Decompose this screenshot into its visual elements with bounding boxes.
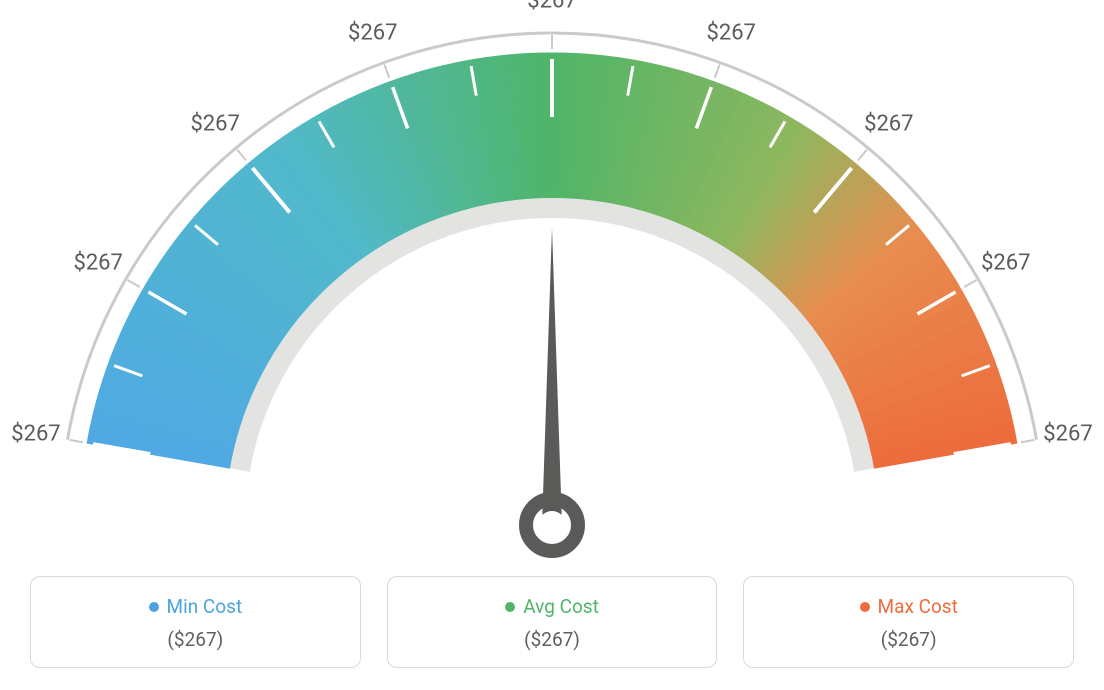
max-cost-title: Max Cost xyxy=(860,595,958,618)
gauge-tick-label: $267 xyxy=(1043,422,1092,447)
min-cost-title: Min Cost xyxy=(149,595,243,618)
max-cost-dot-icon xyxy=(860,602,870,612)
min-cost-card: Min Cost ($267) xyxy=(30,576,361,668)
min-cost-value: ($267) xyxy=(51,628,340,651)
avg-cost-value: ($267) xyxy=(408,628,697,651)
gauge-tick-label: $267 xyxy=(706,20,755,45)
legend-cards: Min Cost ($267) Avg Cost ($267) Max Cost… xyxy=(30,576,1074,668)
gauge-tick-label: $267 xyxy=(981,251,1030,276)
avg-cost-title: Avg Cost xyxy=(505,595,599,618)
min-cost-dot-icon xyxy=(149,602,159,612)
gauge-tick-label: $267 xyxy=(527,0,576,14)
gauge-tick-label: $267 xyxy=(11,422,60,447)
gauge-tick-label: $267 xyxy=(348,20,397,45)
max-cost-card: Max Cost ($267) xyxy=(743,576,1074,668)
gauge-chart: $267 $267 $267 $267 $267 $267 $267 $267 $267 xyxy=(0,0,1104,560)
min-cost-label: Min Cost xyxy=(167,595,243,618)
gauge-tick-label: $267 xyxy=(73,251,122,276)
gauge-tick-label: $267 xyxy=(864,111,913,136)
avg-cost-card: Avg Cost ($267) xyxy=(387,576,718,668)
max-cost-value: ($267) xyxy=(764,628,1053,651)
gauge-tick-label: $267 xyxy=(190,111,239,136)
avg-cost-dot-icon xyxy=(505,602,515,612)
gauge-svg xyxy=(0,20,1104,580)
max-cost-label: Max Cost xyxy=(878,595,958,618)
avg-cost-label: Avg Cost xyxy=(523,595,599,618)
